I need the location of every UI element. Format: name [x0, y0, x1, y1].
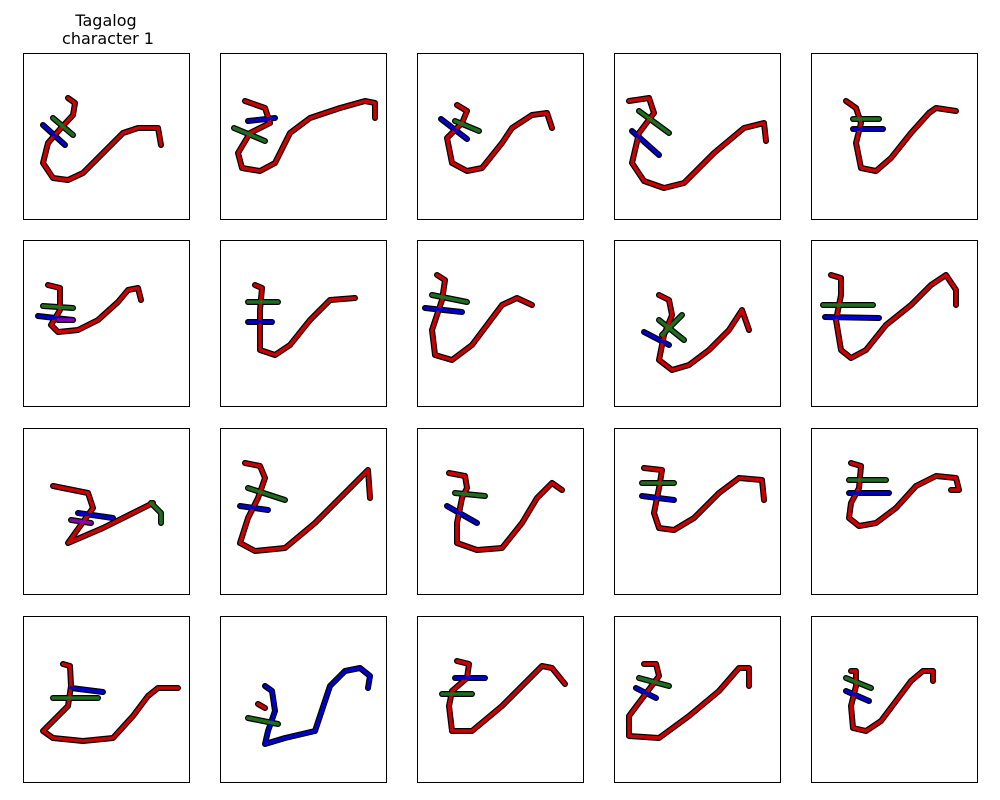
panels — [23, 53, 978, 783]
panel — [614, 616, 781, 783]
stroke — [844, 689, 871, 703]
panel — [811, 428, 978, 595]
panel-frame — [417, 240, 584, 407]
panel-frame — [417, 428, 584, 595]
stroke — [630, 129, 661, 157]
panel — [220, 428, 387, 595]
panel — [811, 240, 978, 407]
stroke — [69, 518, 93, 525]
panel — [614, 53, 781, 220]
stroke — [627, 96, 768, 190]
stroke — [453, 119, 481, 133]
panel — [23, 240, 190, 407]
stroke — [253, 283, 357, 357]
stroke — [829, 273, 958, 360]
stroke — [263, 666, 372, 746]
stroke — [238, 504, 270, 512]
stroke — [627, 662, 751, 740]
stroke — [256, 702, 267, 710]
panel-frame — [23, 53, 190, 220]
stroke — [844, 676, 873, 690]
stroke — [430, 293, 469, 304]
stroke — [640, 494, 676, 502]
stroke — [657, 293, 751, 372]
stroke — [149, 501, 163, 525]
stroke — [423, 306, 464, 314]
panel — [220, 616, 387, 783]
panel — [811, 53, 978, 220]
stroke — [657, 313, 686, 342]
stroke — [232, 126, 267, 143]
stroke — [236, 99, 377, 173]
panel-frame — [417, 53, 584, 220]
stroke — [69, 686, 105, 694]
panel-title: character 1 — [62, 29, 154, 48]
stroke — [439, 117, 469, 141]
stroke — [447, 659, 567, 733]
panel-frame — [23, 616, 190, 783]
panel — [417, 428, 584, 595]
stroke — [637, 676, 671, 688]
stroke — [445, 103, 554, 173]
panel — [23, 53, 190, 220]
panel — [220, 53, 387, 220]
panel — [417, 616, 584, 783]
stroke — [76, 511, 115, 520]
panel-frame — [220, 428, 387, 595]
panel — [614, 428, 781, 595]
panel-frame — [23, 428, 190, 595]
stroke — [41, 304, 75, 310]
stroke — [823, 315, 881, 320]
panel — [23, 616, 190, 783]
stroke — [41, 662, 180, 743]
stroke — [246, 116, 277, 123]
stroke — [445, 504, 479, 525]
stroke — [238, 461, 372, 553]
stroke — [634, 686, 658, 700]
panel-frame — [23, 240, 190, 407]
stroke — [51, 116, 75, 137]
stroke — [637, 109, 671, 135]
stroke — [847, 461, 961, 528]
panel-frame — [614, 240, 781, 407]
stroke — [447, 471, 564, 552]
stroke — [246, 716, 280, 726]
panel — [23, 428, 190, 595]
stroke — [430, 273, 534, 362]
panel — [417, 240, 584, 407]
panel — [811, 616, 978, 783]
panel — [220, 240, 387, 407]
stroke — [51, 484, 155, 545]
stroke — [41, 123, 67, 147]
panel — [417, 53, 584, 220]
panel-frame — [417, 616, 584, 783]
panel-title: Tagalog — [74, 11, 136, 30]
panel-frame — [220, 616, 387, 783]
panel-frame — [811, 53, 978, 220]
stroke — [642, 330, 671, 347]
stroke — [41, 96, 163, 182]
stroke — [453, 491, 487, 498]
stroke — [246, 486, 287, 502]
panel — [614, 240, 781, 407]
stroke — [46, 283, 143, 334]
